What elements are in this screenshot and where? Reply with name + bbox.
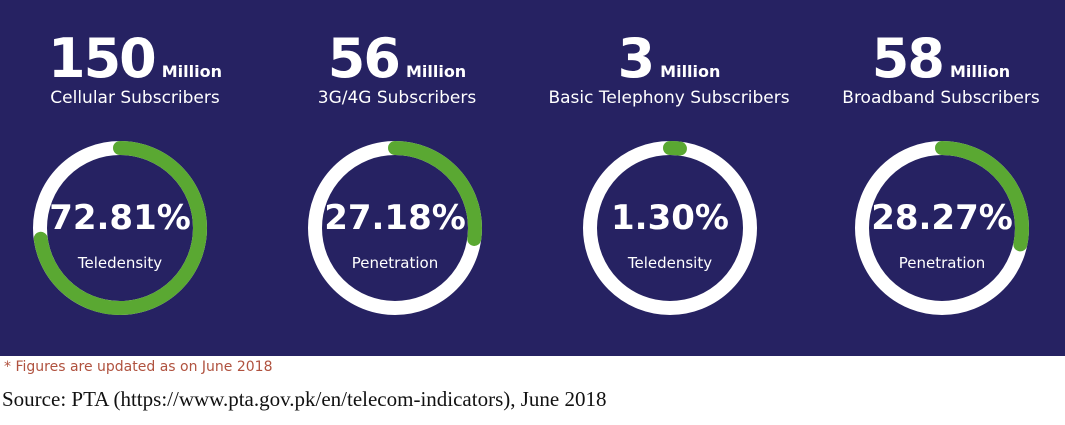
donut-value: 28.27% <box>871 198 1013 238</box>
stat-3g4g: 56 Million 3G/4G Subscribers <box>262 27 532 109</box>
stat-description: Broadband Subscribers <box>842 88 1040 108</box>
donut-3g4g: 27.18% Penetration <box>305 138 485 318</box>
footnote: * Figures are updated as on June 2018 <box>4 359 273 375</box>
donut-basic-telephony: 1.30% Teledensity <box>580 138 760 318</box>
donut-label: Teledensity <box>77 254 163 272</box>
stat-basic-telephony: 3 Million Basic Telephony Subscribers <box>534 27 804 109</box>
donut-value: 1.30% <box>611 198 729 238</box>
stat-broadband: 58 Million Broadband Subscribers <box>806 27 1065 109</box>
infographic-panel: 150 Million Cellular Subscribers 72.81% … <box>0 0 1065 356</box>
stat-number: 150 <box>48 27 157 90</box>
donut-svg <box>583 141 757 315</box>
donut-label: Penetration <box>898 254 986 272</box>
donut-arc <box>855 141 1029 315</box>
stat-cellular: 150 Million Cellular Subscribers <box>0 27 270 109</box>
donut-broadband: 28.27% Penetration <box>852 138 1032 318</box>
stat-unit: Million <box>161 62 222 81</box>
stat-number: 58 <box>871 27 945 90</box>
stat-description: Basic Telephony Subscribers <box>548 88 790 108</box>
stat-unit: Million <box>949 62 1011 81</box>
stat-unit: Million <box>660 62 721 81</box>
donut-label: Teledensity <box>627 254 713 272</box>
donut-label: Penetration <box>351 254 439 272</box>
donut-arc <box>308 141 482 315</box>
stat-number: 56 <box>327 27 401 90</box>
donut-svg <box>308 141 482 315</box>
donut-value: 72.81% <box>49 198 191 238</box>
donut-arc <box>33 141 207 315</box>
donut-cellular: 72.81% Teledensity <box>30 138 210 318</box>
stat-description: Cellular Subscribers <box>50 88 220 108</box>
stat-unit: Million <box>405 62 467 81</box>
donut-svg <box>855 141 1029 315</box>
donut-svg <box>33 141 207 315</box>
stat-number: 3 <box>617 27 656 90</box>
donut-value: 27.18% <box>324 198 466 238</box>
source-caption: Source: PTA (https://www.pta.gov.pk/en/t… <box>2 387 607 411</box>
stat-description: 3G/4G Subscribers <box>317 88 477 108</box>
donut-arc <box>583 141 757 315</box>
